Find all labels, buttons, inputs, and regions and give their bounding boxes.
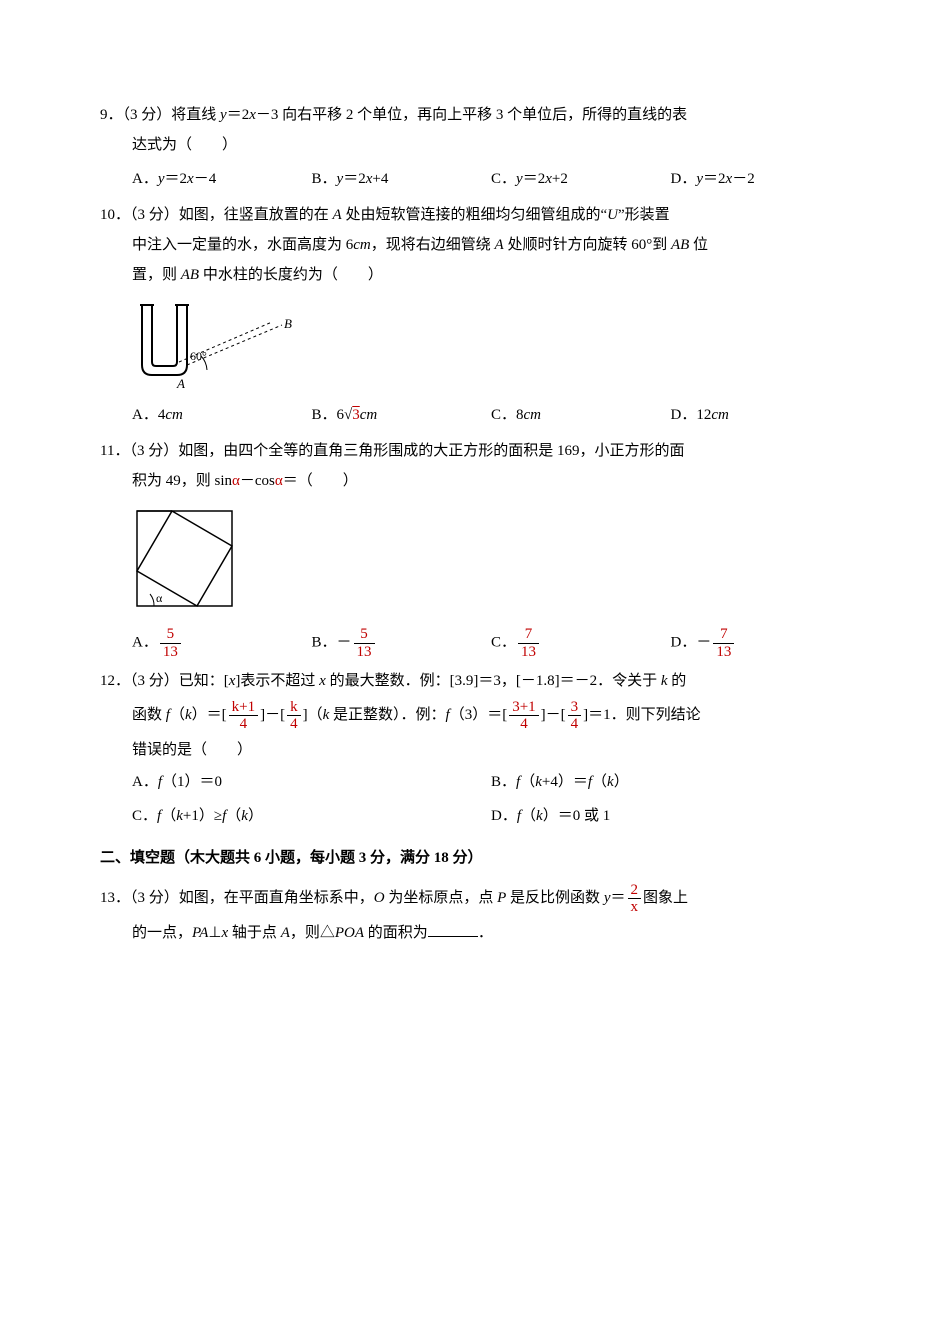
question-10: 10．（3 分）如图，往竖直放置的在 A 处由短软管连接的粗细均匀细管组成的“U… [100, 200, 850, 430]
q10-line2: 中注入一定量的水，水面高度为 6cm，现将右边细管绕 A 处顺时针方向旋转 60… [100, 230, 850, 260]
q10-opt-a: A．4cm [132, 400, 312, 430]
q12-opt-d: D．f（k）＝0 或 1 [491, 801, 850, 831]
point-b: B [284, 316, 292, 331]
q9-opt-c: C．y＝2x+2 [491, 164, 671, 194]
q10-figure: 60° B A [100, 300, 850, 390]
q10-opt-b: B．6√3cm [312, 400, 492, 430]
q12-line2: 函数 f（k）＝[k+14]－[k4]（k 是正整数）．例：f（3）＝[3+14… [100, 696, 850, 735]
point-a: A [176, 376, 185, 390]
q10-line3: 置，则 AB 中水柱的长度约为（ ） [100, 260, 850, 290]
q9-stem: 9．（3 分）将直线 y＝2x－3 向右平移 2 个单位，再向上平移 3 个单位… [100, 100, 850, 130]
question-11: 11．（3 分）如图，由四个全等的直角三角形围成的大正方形的面积是 169，小正… [100, 436, 850, 660]
q12-line1: 12．（3 分）已知：[x]表示不超过 x 的最大整数．例：[3.9]＝3，[－… [100, 666, 850, 696]
q11-line1: 11．（3 分）如图，由四个全等的直角三角形围成的大正方形的面积是 169，小正… [100, 436, 850, 466]
question-13: 13．（3 分）如图，在平面直角坐标系中，O 为坐标原点，点 P 是反比例函数 … [100, 879, 850, 948]
q11-opt-a: A．513 [132, 626, 312, 660]
q11-options: A．513 B．－513 C．713 D．－713 [100, 626, 850, 660]
q11-line2: 积为 49，则 sinα－cosα＝（ ） [100, 466, 850, 496]
q9-label: 9．（3 分）将直线 [100, 107, 220, 123]
q12-opt-a: A．f（1）＝0 [132, 767, 491, 797]
q9-opt-b: B．y＝2x+4 [312, 164, 492, 194]
angle-label: 60° [190, 349, 207, 363]
q9-mid: 向右平移 2 个单位，再向上平移 3 个单位后，所得的直线的表 [278, 107, 687, 123]
u-tube-icon: 60° B A [132, 300, 312, 390]
q13-line2: 的一点，PA⊥x 轴于点 A，则△POA 的面积为． [100, 918, 850, 948]
section-2-header: 二、填空题（木大题共 6 小题，每小题 3 分，满分 18 分） [100, 843, 850, 873]
q10-opt-d: D．12cm [671, 400, 851, 430]
q10-opt-c: C．8cm [491, 400, 671, 430]
square-triangles-icon: α [132, 506, 242, 616]
q12-opt-c: C．f（k+1）≥f（k） [132, 801, 491, 831]
q9-opt-d: D．y＝2x－2 [671, 164, 851, 194]
q9-opt-a: A．y＝2x－4 [132, 164, 312, 194]
q11-figure: α [100, 506, 850, 616]
question-9: 9．（3 分）将直线 y＝2x－3 向右平移 2 个单位，再向上平移 3 个单位… [100, 100, 850, 194]
q10-options: A．4cm B．6√3cm C．8cm D．12cm [100, 400, 850, 430]
q9-cont: 达式为（ ） [100, 130, 850, 160]
q11-opt-c: C．713 [491, 626, 671, 660]
blank-fill [428, 921, 478, 937]
alpha-label: α [156, 591, 163, 605]
q13-line1: 13．（3 分）如图，在平面直角坐标系中，O 为坐标原点，点 P 是反比例函数 … [100, 879, 850, 918]
q11-opt-d: D．－713 [671, 626, 851, 660]
q12-opt-b: B．f（k+4）＝f（k） [491, 767, 850, 797]
q10-line1: 10．（3 分）如图，往竖直放置的在 A 处由短软管连接的粗细均匀细管组成的“U… [100, 200, 850, 230]
q11-opt-b: B．－513 [312, 626, 492, 660]
q12-line3: 错误的是（ ） [100, 735, 850, 765]
q12-options: A．f（1）＝0 B．f（k+4）＝f（k） C．f（k+1）≥f（k） D．f… [100, 765, 850, 833]
question-12: 12．（3 分）已知：[x]表示不超过 x 的最大整数．例：[3.9]＝3，[－… [100, 666, 850, 833]
q9-options: A．y＝2x－4 B．y＝2x+4 C．y＝2x+2 D．y＝2x－2 [100, 164, 850, 194]
